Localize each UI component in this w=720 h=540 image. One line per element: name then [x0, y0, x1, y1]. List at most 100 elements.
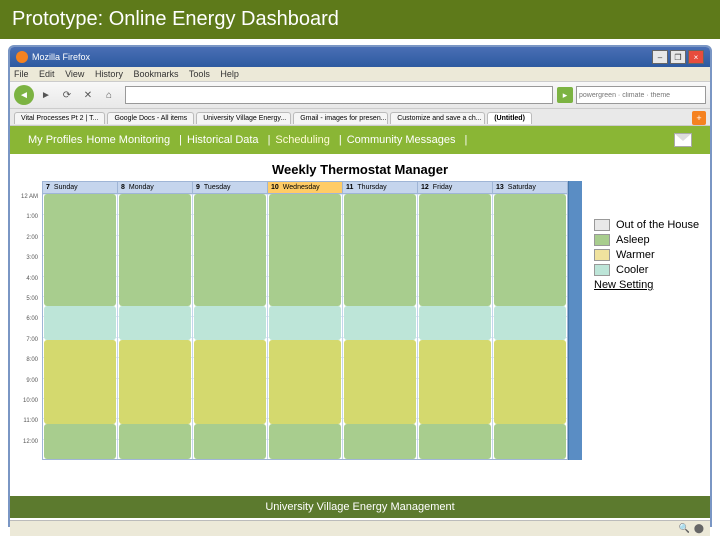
forward-button[interactable]: ► [37, 86, 55, 104]
url-input[interactable] [125, 86, 553, 104]
day-column[interactable] [343, 194, 418, 459]
browser-tab[interactable]: Google Docs - All items [107, 112, 194, 124]
maximize-button[interactable]: ❐ [670, 50, 686, 64]
day-column[interactable] [118, 194, 193, 459]
schedule-block[interactable] [269, 306, 341, 340]
stop-button[interactable]: ✕ [79, 86, 97, 104]
day-header[interactable]: 12Friday [418, 182, 493, 193]
schedule-block[interactable] [419, 306, 491, 340]
menu-bookmarks[interactable]: Bookmarks [133, 69, 178, 79]
firefox-icon [16, 51, 28, 63]
schedule-block[interactable] [494, 306, 566, 340]
new-tab-button[interactable]: + [692, 111, 706, 125]
window-title: Mozilla Firefox [32, 52, 90, 62]
messages-icon[interactable] [674, 133, 692, 147]
schedule-block[interactable] [119, 306, 191, 340]
day-header[interactable]: 7Sunday [43, 182, 118, 193]
schedule-area: 7Sunday8Monday9Tuesday10Wednesday11Thurs… [10, 181, 710, 460]
schedule-block[interactable] [344, 340, 416, 424]
time-label: 8:00 [15, 357, 41, 377]
schedule-block[interactable] [344, 194, 416, 306]
menu-file[interactable]: File [14, 69, 29, 79]
time-label: 3:00 [15, 255, 41, 275]
time-label: 1:00 [15, 214, 41, 234]
legend-item[interactable]: New Setting [594, 279, 702, 291]
slide-title: Prototype: Online Energy Dashboard [0, 0, 720, 39]
schedule-block[interactable] [194, 306, 266, 340]
schedule-block[interactable] [194, 340, 266, 424]
schedule-block[interactable] [119, 340, 191, 424]
security-icon[interactable]: ⬤ [694, 523, 704, 534]
legend-swatch [594, 264, 610, 276]
legend-item: Cooler [594, 264, 702, 276]
nav-item[interactable]: Historical Data [187, 134, 259, 146]
nav-separator: | [268, 134, 271, 146]
tab-bar: Vital Processes Pt 2 | T...Google Docs -… [10, 109, 710, 126]
schedule-block[interactable] [119, 194, 191, 306]
schedule-block[interactable] [269, 424, 341, 459]
day-header[interactable]: 9Tuesday [193, 182, 268, 193]
schedule-block[interactable] [344, 306, 416, 340]
schedule-block[interactable] [494, 424, 566, 459]
menu-help[interactable]: Help [220, 69, 239, 79]
nav-separator: | [339, 134, 342, 146]
schedule-block[interactable] [44, 424, 116, 459]
scrollbar[interactable] [568, 181, 582, 460]
schedule-block[interactable] [44, 194, 116, 306]
go-button[interactable]: ▸ [557, 87, 573, 103]
close-button[interactable]: × [688, 50, 704, 64]
schedule-block[interactable] [419, 194, 491, 306]
schedule-block[interactable] [44, 306, 116, 340]
menu-edit[interactable]: Edit [39, 69, 55, 79]
nav-item[interactable]: Scheduling [275, 134, 329, 146]
schedule-block[interactable] [494, 194, 566, 306]
browser-tab[interactable]: (Untitled) [487, 112, 532, 124]
day-column[interactable] [418, 194, 493, 459]
menu-view[interactable]: View [65, 69, 84, 79]
legend-item: Warmer [594, 249, 702, 261]
nav-item[interactable]: My Profiles [28, 134, 82, 146]
browser-tab[interactable]: Vital Processes Pt 2 | T... [14, 112, 105, 124]
search-input[interactable] [576, 86, 706, 104]
legend-label: Warmer [616, 249, 655, 261]
day-header[interactable]: 8Monday [118, 182, 193, 193]
status-bar: 🔍 ⬤ [10, 520, 710, 536]
schedule-block[interactable] [419, 340, 491, 424]
schedule-block[interactable] [119, 424, 191, 459]
time-label: 2:00 [15, 235, 41, 255]
day-header[interactable]: 10Wednesday [268, 182, 343, 193]
browser-tab[interactable]: University Village Energy... [196, 112, 291, 124]
reload-button[interactable]: ⟳ [58, 86, 76, 104]
schedule-block[interactable] [344, 424, 416, 459]
menu-tools[interactable]: Tools [189, 69, 210, 79]
browser-tab[interactable]: Gmail - images for presen... [293, 112, 388, 124]
back-button[interactable]: ◄ [14, 85, 34, 105]
day-headers: 7Sunday8Monday9Tuesday10Wednesday11Thurs… [43, 182, 567, 194]
nav-item[interactable]: Home Monitoring [86, 134, 170, 146]
home-button[interactable]: ⌂ [100, 86, 118, 104]
legend-swatch [594, 234, 610, 246]
schedule-block[interactable] [44, 340, 116, 424]
day-header[interactable]: 11Thursday [343, 182, 418, 193]
schedule-block[interactable] [269, 194, 341, 306]
day-header[interactable]: 13Saturday [493, 182, 567, 193]
legend-item: Asleep [594, 234, 702, 246]
browser-window: Mozilla Firefox – ❐ × File Edit View His… [8, 45, 712, 527]
schedule-block[interactable] [494, 340, 566, 424]
menu-history[interactable]: History [95, 69, 123, 79]
day-column[interactable] [268, 194, 343, 459]
schedule-block[interactable] [419, 424, 491, 459]
grid-body[interactable]: 12 AM1:002:003:004:005:006:007:008:009:0… [43, 194, 567, 459]
day-column[interactable] [193, 194, 268, 459]
time-label: 6:00 [15, 316, 41, 336]
schedule-block[interactable] [194, 194, 266, 306]
zoom-icon[interactable]: 🔍 [679, 523, 690, 534]
schedule-block[interactable] [269, 340, 341, 424]
minimize-button[interactable]: – [652, 50, 668, 64]
browser-tab[interactable]: Customize and save a ch... [390, 112, 485, 124]
schedule-grid: 7Sunday8Monday9Tuesday10Wednesday11Thurs… [42, 181, 568, 460]
schedule-block[interactable] [194, 424, 266, 459]
day-column[interactable] [43, 194, 118, 459]
nav-item[interactable]: Community Messages [347, 134, 456, 146]
day-column[interactable] [493, 194, 567, 459]
